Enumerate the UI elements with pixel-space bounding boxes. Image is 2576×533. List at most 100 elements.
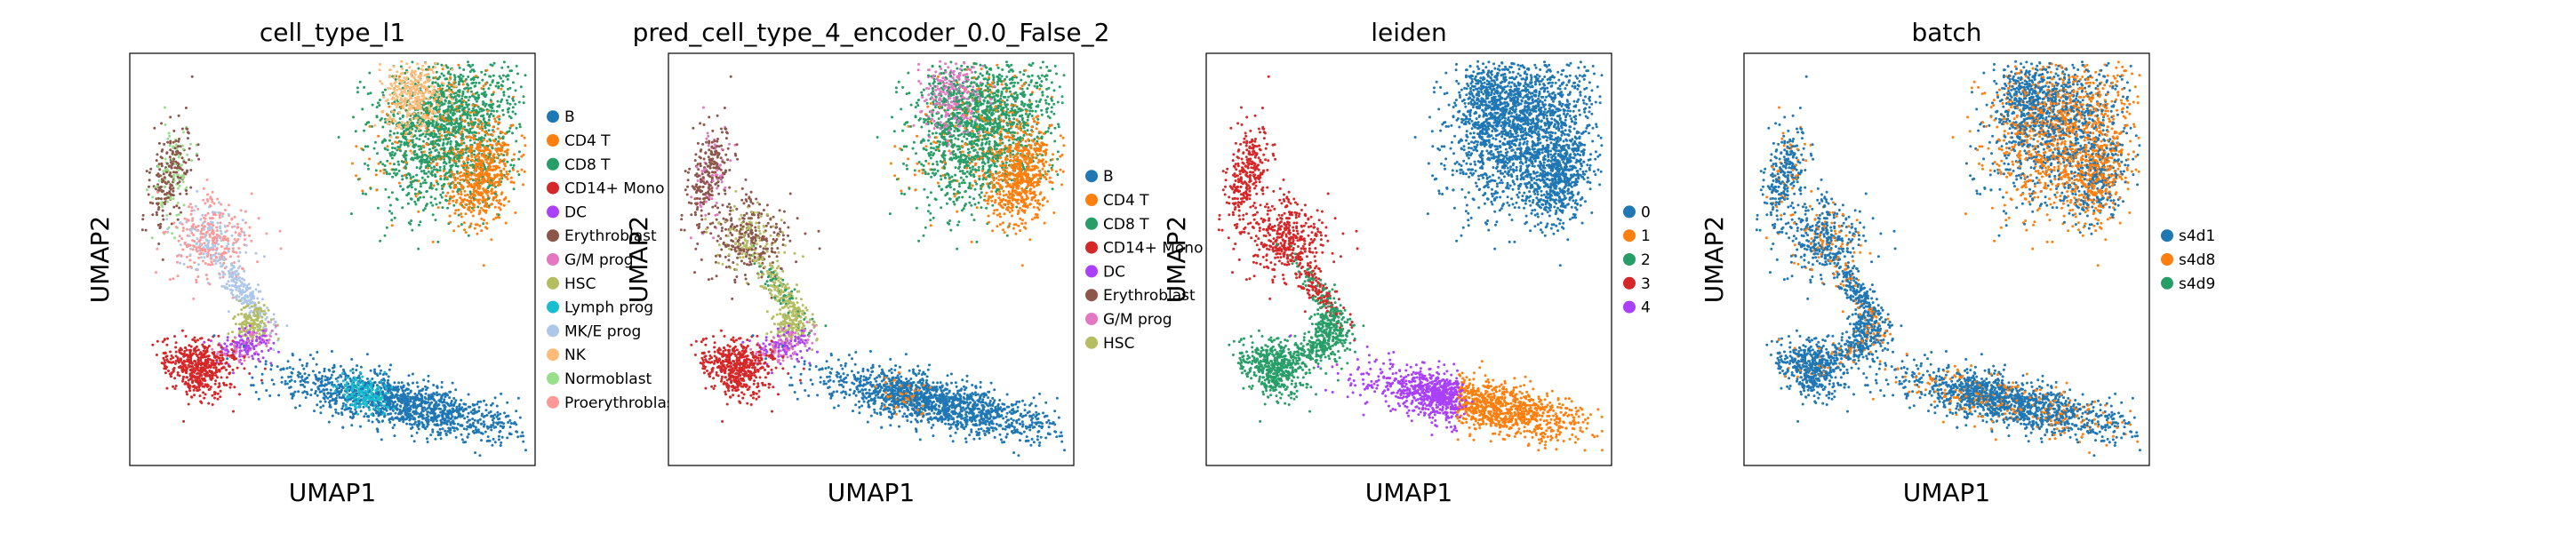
data-point <box>269 332 272 335</box>
data-point <box>338 136 340 139</box>
data-point <box>324 375 327 378</box>
data-point <box>359 81 362 84</box>
data-point <box>313 410 316 412</box>
data-point <box>408 120 411 123</box>
data-point <box>406 114 409 116</box>
data-point <box>446 110 449 113</box>
data-point <box>473 138 476 140</box>
data-point <box>449 131 452 134</box>
data-point <box>422 196 425 199</box>
data-point <box>165 168 168 171</box>
data-point <box>430 84 433 87</box>
data-point <box>463 221 466 224</box>
data-point <box>249 330 252 333</box>
data-point <box>428 117 430 120</box>
data-point <box>440 123 443 126</box>
data-point <box>182 176 185 179</box>
data-point <box>255 336 258 338</box>
data-point <box>476 233 478 235</box>
data-point <box>240 209 243 211</box>
data-point <box>229 343 232 346</box>
data-point <box>430 167 433 170</box>
data-point <box>496 175 499 178</box>
data-point <box>212 245 215 248</box>
data-point <box>443 152 445 155</box>
data-point <box>231 356 234 359</box>
data-point <box>255 331 258 334</box>
data-point <box>398 182 401 185</box>
data-point <box>206 372 209 375</box>
data-point <box>287 376 290 378</box>
data-point <box>191 226 194 228</box>
data-point <box>405 423 408 426</box>
data-point <box>404 91 406 93</box>
data-point <box>474 97 476 99</box>
data-point <box>189 187 192 189</box>
data-point <box>196 376 199 378</box>
data-point <box>402 107 404 109</box>
data-point <box>419 192 421 195</box>
data-point <box>183 171 186 174</box>
data-point <box>249 328 252 330</box>
data-point <box>333 364 336 367</box>
data-point <box>219 227 221 229</box>
data-point <box>480 229 483 232</box>
data-point <box>460 171 462 174</box>
data-point <box>193 389 196 392</box>
data-point <box>212 224 214 227</box>
data-point <box>473 131 476 133</box>
data-point <box>452 176 455 179</box>
data-point <box>412 139 414 141</box>
data-point <box>417 96 420 99</box>
data-point <box>384 188 387 191</box>
data-point <box>476 104 478 107</box>
data-point <box>494 181 497 184</box>
data-point <box>492 402 494 405</box>
data-point <box>189 266 192 268</box>
data-point <box>512 169 515 171</box>
data-point <box>412 373 414 376</box>
data-point <box>151 202 154 204</box>
data-point <box>215 366 218 369</box>
data-point <box>486 140 489 143</box>
data-point <box>201 382 204 385</box>
data-point <box>450 176 452 179</box>
data-point <box>507 66 509 68</box>
data-point <box>498 104 500 107</box>
data-point <box>413 76 416 79</box>
data-point <box>447 105 450 107</box>
data-point <box>425 204 428 207</box>
data-point <box>249 333 252 336</box>
data-point <box>522 183 524 186</box>
data-point <box>361 189 364 192</box>
data-point <box>172 194 175 196</box>
data-point <box>268 338 271 341</box>
data-point <box>212 366 215 369</box>
data-point <box>164 362 166 364</box>
data-point <box>186 228 188 231</box>
data-point <box>310 388 313 391</box>
data-point <box>423 86 426 89</box>
data-point <box>179 374 181 377</box>
data-point <box>194 377 196 379</box>
data-point <box>470 211 473 213</box>
data-point <box>436 179 438 182</box>
data-point <box>151 213 154 216</box>
data-point <box>219 256 221 259</box>
data-point <box>181 145 184 147</box>
data-point <box>202 259 204 262</box>
data-point <box>508 415 510 418</box>
data-point <box>445 138 448 140</box>
data-point <box>213 397 216 400</box>
data-point <box>434 197 436 200</box>
data-point <box>392 118 395 121</box>
data-point <box>496 165 499 168</box>
data-point <box>522 441 524 443</box>
data-point <box>418 84 420 86</box>
data-point <box>254 322 257 325</box>
data-point <box>223 366 226 369</box>
data-point <box>194 360 196 362</box>
data-point <box>400 79 403 82</box>
data-point <box>469 70 472 73</box>
data-point <box>275 321 277 323</box>
